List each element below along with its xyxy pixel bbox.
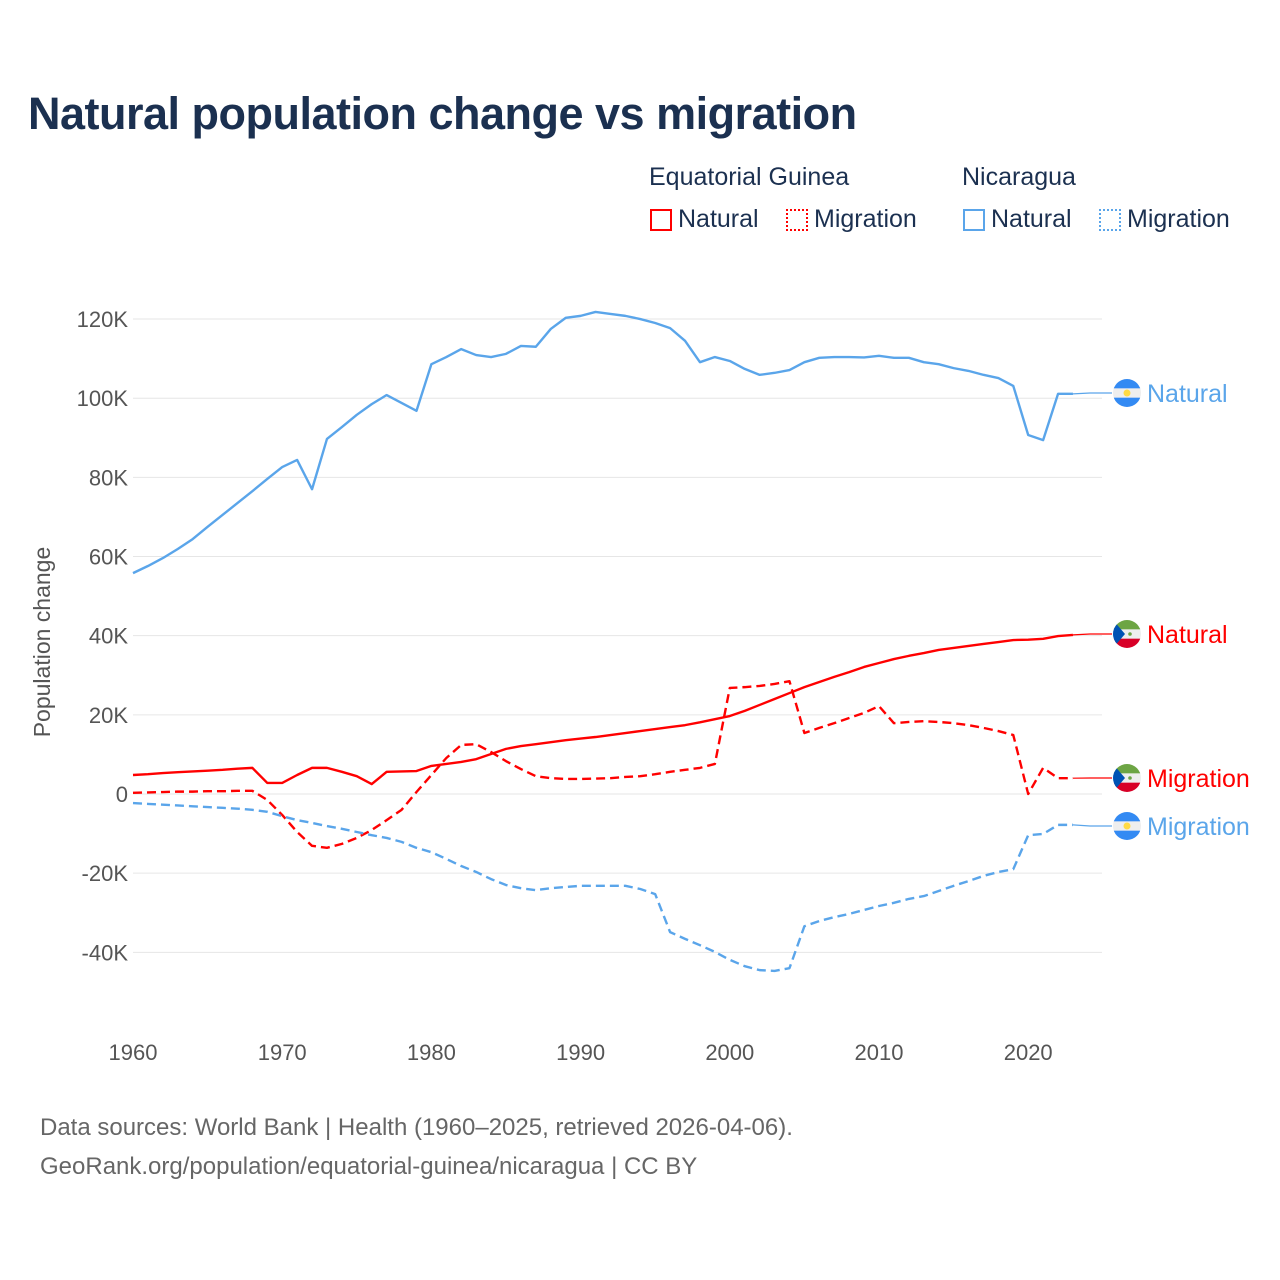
legend-nic-natural[interactable]: Natural [963, 205, 1072, 234]
label-connector [1072, 633, 1112, 636]
series-line-nicaragua-migration [132, 801, 1073, 973]
y-tick-label: -20K [82, 861, 129, 886]
footer: Data sources: World Bank | Health (1960–… [40, 1108, 793, 1186]
chart-title: Natural population change vs migration [28, 88, 857, 139]
y-tick-label: -40K [82, 940, 129, 965]
end-label-nicaragua-natural: Natural [1147, 380, 1228, 408]
y-tick-label: 40K [89, 624, 128, 649]
equatorial-guinea-flag-icon [1113, 620, 1141, 648]
nicaragua-flag-icon [1113, 812, 1141, 840]
x-tick-label: 2020 [1004, 1040, 1053, 1065]
legend-label: Migration [1127, 205, 1230, 233]
end-label-nicaragua-migration: Migration [1147, 813, 1250, 841]
x-tick-label: 1990 [556, 1040, 605, 1065]
legend-eg-natural[interactable]: Natural [650, 205, 759, 234]
x-tick-label: 1980 [407, 1040, 456, 1065]
series-line-equatorial-guinea-migration [132, 679, 1073, 850]
equatorial-guinea-flag-icon [1113, 764, 1141, 792]
legend-swatch-solid [963, 208, 985, 231]
legend-label: Natural [678, 205, 759, 233]
legend-swatch-dotted [1099, 208, 1121, 231]
series-line-equatorial-guinea-natural [132, 633, 1074, 786]
y-tick-label: 100K [77, 386, 129, 411]
x-tick-label: 1960 [109, 1040, 158, 1065]
legend-group-equatorial-guinea: Equatorial Guinea [649, 163, 850, 191]
nicaragua-flag-icon [1113, 379, 1141, 407]
x-tick-label: 2000 [705, 1040, 754, 1065]
end-label-equatorial-guinea-migration: Migration [1147, 765, 1250, 793]
source-text: Data sources: World Bank | Health (1960–… [40, 1114, 793, 1141]
series-line-nicaragua-natural [132, 310, 1073, 575]
y-tick-label: 60K [89, 545, 128, 570]
x-tick-label: 1970 [258, 1040, 307, 1065]
legend-swatch-solid [650, 208, 672, 231]
legend-group-nicaragua: Nicaragua [962, 163, 1076, 191]
legend-nic-migration[interactable]: Migration [1099, 205, 1230, 234]
y-axis-label: Population change [29, 547, 55, 738]
label-connector [1072, 392, 1112, 395]
url-text[interactable]: GeoRank.org/population/equatorial-guinea… [40, 1153, 698, 1180]
label-connector [1072, 824, 1112, 827]
y-tick-label: 120K [77, 307, 129, 332]
legend-swatch-dotted [786, 208, 808, 231]
end-label-equatorial-guinea-natural: Natural [1147, 621, 1228, 649]
legend-label: Migration [814, 205, 917, 233]
legend-label: Natural [991, 205, 1072, 233]
y-tick-label: 80K [89, 465, 128, 490]
x-tick-label: 2010 [855, 1040, 904, 1065]
legend-eg-migration[interactable]: Migration [786, 205, 917, 234]
y-tick-label: 0 [116, 782, 128, 807]
y-tick-label: 20K [89, 703, 128, 728]
